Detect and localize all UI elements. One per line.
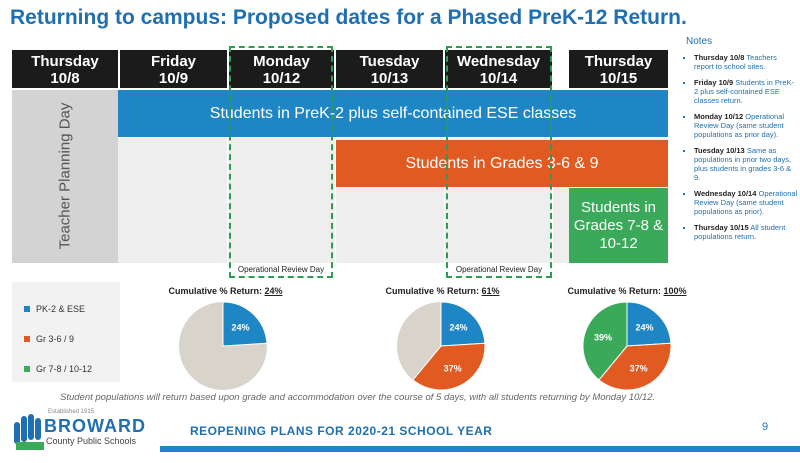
day-name: Friday [150, 53, 196, 70]
pie-slice-label: 39% [594, 332, 612, 342]
hand-icon [14, 414, 41, 444]
phase-bar-prek2-ese: Students in PreK-2 plus self-contained E… [118, 90, 668, 137]
day-date: 10/13 [370, 70, 409, 87]
pie-slice-label: 24% [449, 322, 467, 332]
pie-slice [626, 301, 672, 347]
note-body: Students in PreK-2 plus self-contained E… [694, 78, 795, 105]
pie-caption-3: Cumulative % Return: 100% [557, 286, 697, 296]
note-body: Operational Review Day (same student pop… [694, 189, 798, 216]
operational-review-outline-wednesday [446, 46, 552, 278]
note-body: Operational Review Day (same student pop… [694, 112, 785, 139]
pie-caption-2: Cumulative % Return: 61% [375, 286, 510, 296]
day-header-thu-10-8: Thursday 10/8 [12, 50, 118, 88]
grid-divider [444, 138, 445, 263]
note-head: Thursday 10/15 [694, 223, 749, 232]
pie-slice-label: 37% [630, 364, 648, 374]
teacher-planning-day-label: Teacher Planning Day [56, 102, 74, 250]
note-item: Thursday 10/15 All student populations r… [694, 223, 798, 241]
pie-slice-label: 24% [635, 322, 653, 332]
legend-item: PK-2 & ESE [24, 304, 85, 314]
pie-caption-text: Cumulative % Return: [567, 286, 664, 296]
logo-base [16, 442, 44, 450]
grid-divider [552, 138, 553, 263]
broward-logo [14, 414, 44, 450]
page-number: 9 [762, 421, 769, 433]
phase-bar-grades-7-8-10-12: Students in Grades 7-8 & 10-12 [569, 188, 668, 263]
footnote: Student populations will return based up… [60, 392, 656, 403]
day-header-tue-10-13: Tuesday 10/13 [336, 50, 443, 88]
note-head: Wednesday 10/14 [694, 189, 757, 198]
notes-list: Thursday 10/8 Teachers report to school … [678, 53, 798, 241]
pie-caption-text: Cumulative % Return: [385, 286, 482, 296]
legend-label: Gr 7-8 / 10-12 [36, 364, 93, 374]
note-item: Friday 10/9 Students in PreK-2 plus self… [694, 78, 798, 105]
footer-rule [160, 446, 800, 452]
pie-slice [582, 301, 628, 381]
day-date: 10/12 [262, 70, 301, 87]
pie-chart-1: 24% [179, 301, 268, 390]
pie-slice [598, 342, 672, 391]
notes-title: Notes [686, 36, 713, 47]
legend-swatch [24, 306, 30, 312]
day-date: 10/15 [599, 70, 638, 87]
page-title: Returning to campus: Proposed dates for … [10, 6, 687, 29]
legend-label: PK-2 & ESE [36, 304, 86, 314]
day-header-mon-10-12: Monday 10/12 [229, 50, 334, 88]
note-head: Monday 10/12 [694, 112, 744, 121]
pie-caption-text: Cumulative % Return: [168, 286, 265, 296]
logo-name: BROWARD [44, 416, 146, 436]
grid-divider [227, 138, 228, 263]
pie-legend: PK-2 & ESE Gr 3-6 / 9 Gr 7-8 / 10-12 [12, 282, 120, 382]
pie-caption-1: Cumulative % Return: 24% [158, 286, 293, 296]
note-item: Wednesday 10/14 Operational Review Day (… [694, 189, 798, 216]
notes-panel: Notes Thursday 10/8 Teachers report to s… [678, 36, 798, 248]
operational-review-outline-monday [229, 46, 333, 278]
note-head: Friday 10/9 [694, 78, 734, 87]
day-header-fri-10-9: Friday 10/9 [120, 50, 227, 88]
legend-item: Gr 3-6 / 9 [24, 334, 74, 344]
note-head: Thursday 10/8 [694, 53, 745, 62]
note-item: Monday 10/12 Operational Review Day (sam… [694, 112, 798, 139]
pie-total: 61% [481, 286, 500, 296]
pie-slice [222, 301, 268, 347]
day-name: Thursday [584, 53, 653, 70]
operational-review-label-monday: Operational Review Day [237, 265, 325, 274]
day-date: 10/14 [479, 70, 518, 87]
day-name: Wednesday [456, 53, 541, 70]
note-body: All student populations return. [694, 223, 786, 241]
note-item: Thursday 10/8 Teachers report to school … [694, 53, 798, 71]
pie-total: 100% [663, 286, 687, 296]
day-name: Monday [253, 53, 310, 70]
established-text: Established 1915 [48, 409, 95, 415]
pie-slice [412, 342, 486, 391]
note-body: Teachers report to school sites. [694, 53, 777, 71]
pie-chart-3: 24% 37% 39% [582, 301, 672, 391]
day-date: 10/9 [158, 70, 189, 87]
day-header-wed-10-14: Wednesday 10/14 [445, 50, 552, 88]
legend-label: Gr 3-6 / 9 [36, 334, 75, 344]
teacher-planning-day-cell: Teacher Planning Day [12, 90, 118, 263]
day-name: Tuesday [359, 53, 420, 70]
pie-slice-label: 37% [444, 364, 462, 374]
grid-divider [335, 138, 336, 263]
note-item: Tuesday 10/13 Same as populations in pri… [694, 146, 798, 182]
note-head: Tuesday 10/13 [694, 146, 745, 155]
day-header-thu-10-15: Thursday 10/15 [569, 50, 668, 88]
legend-swatch [24, 366, 30, 372]
logo-subtitle: County Public Schools [46, 436, 137, 446]
pie-total: 24% [264, 286, 283, 296]
pie-slice [440, 301, 486, 347]
footer-banner: REOPENING PLANS FOR 2020-21 SCHOOL YEAR [190, 424, 493, 438]
note-body: Same as populations in prior two days, p… [694, 146, 792, 182]
pie-slice-label: 24% [231, 322, 249, 332]
day-name: Thursday [31, 53, 99, 70]
operational-review-label-wednesday: Operational Review Day [455, 265, 543, 274]
day-date: 10/8 [50, 70, 80, 87]
legend-item: Gr 7-8 / 10-12 [24, 364, 92, 374]
pie-chart-2: 24% 37% [397, 301, 486, 391]
legend-swatch [24, 336, 30, 342]
